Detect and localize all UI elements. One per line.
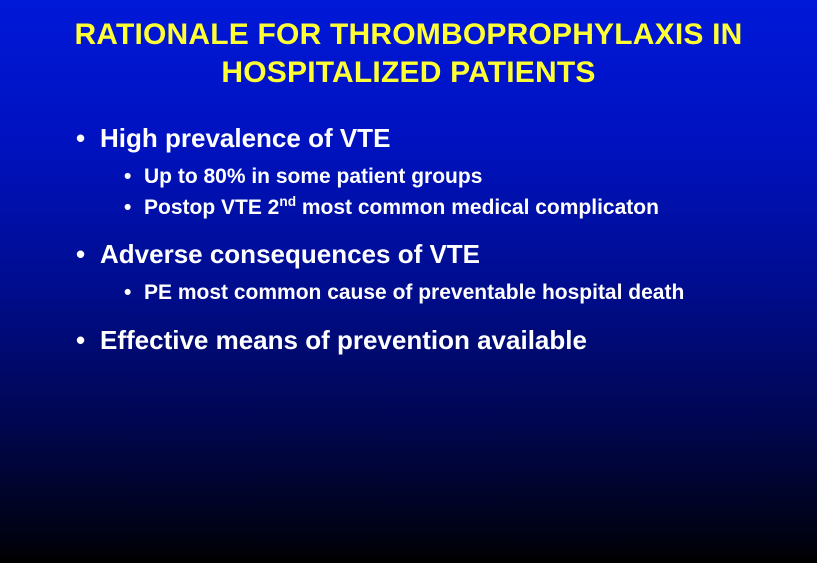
bullet-icon: • [124,162,144,192]
bullet-1-sub-2-post: most common medical complicaton [296,196,659,219]
bullet-icon: • [76,237,100,272]
title-line-1: RATIONALE FOR THROMBOPROPHYLAXIS IN [74,18,742,51]
bullet-icon: • [76,323,100,358]
bullet-1-sub-1-text: Up to 80% in some patient groups [144,165,482,188]
bullet-1: •High prevalence of VTE [76,121,769,156]
slide: RATIONALE FOR THROMBOPROPHYLAXIS IN HOSP… [0,0,817,563]
bullet-1-sub-2-pre: Postop VTE 2 [144,196,279,219]
bullet-list: •High prevalence of VTE •Up to 80% in so… [48,121,769,358]
bullet-icon: • [124,193,144,223]
bullet-1-sub-2: •Postop VTE 2nd most common medical comp… [124,193,769,223]
bullet-3-text: Effective means of prevention available [100,325,587,355]
title-line-2: HOSPITALIZED PATIENTS [221,56,595,89]
bullet-3: •Effective means of prevention available [76,323,769,358]
bullet-2-sub-1-text: PE most common cause of preventable hosp… [144,281,684,304]
bullet-icon: • [76,121,100,156]
bullet-1-sublist: •Up to 80% in some patient groups •Posto… [48,162,769,223]
bullet-2-sub-1: •PE most common cause of preventable hos… [124,278,769,308]
bullet-2-text: Adverse consequences of VTE [100,239,480,269]
bullet-1-text: High prevalence of VTE [100,123,390,153]
bullet-1-sub-2-sup: nd [279,194,296,209]
bullet-icon: • [124,278,144,308]
slide-title: RATIONALE FOR THROMBOPROPHYLAXIS IN HOSP… [48,16,769,91]
bullet-2-sublist: •PE most common cause of preventable hos… [48,278,769,308]
bullet-2: •Adverse consequences of VTE [76,237,769,272]
bullet-1-sub-1: •Up to 80% in some patient groups [124,162,769,192]
